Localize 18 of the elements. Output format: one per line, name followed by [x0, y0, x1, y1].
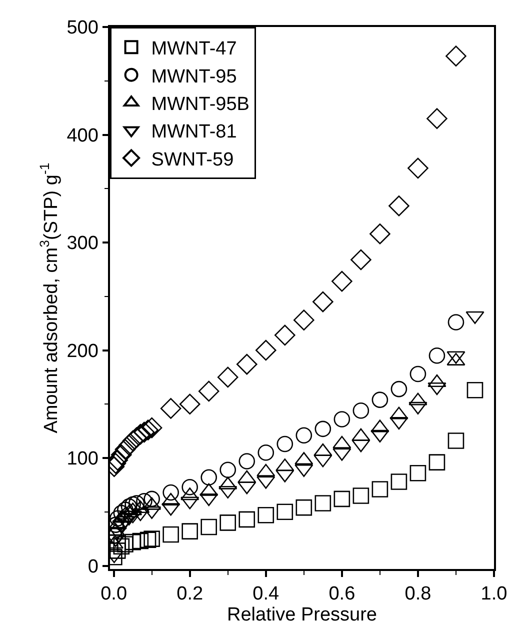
x-tick-label: 0.0 [100, 584, 128, 605]
y-tick-label: 400 [66, 125, 98, 146]
legend-label: SWNT-59 [151, 149, 234, 170]
x-tick-label: 0.4 [252, 584, 280, 605]
y-tick-label: 0 [88, 556, 98, 578]
legend-label: MWNT-95 [151, 66, 237, 88]
y-tick-label: 100 [66, 448, 98, 470]
legend-label: MWNT-81 [151, 122, 237, 143]
x-tick-label: 0.2 [176, 584, 204, 605]
x-tick-label: 0.8 [404, 584, 432, 605]
y-tick-label: 200 [66, 340, 98, 362]
x-tick-label: 1.0 [480, 584, 508, 605]
x-tick-label: 0.6 [328, 584, 356, 605]
y-tick-label: 500 [66, 18, 98, 39]
x-axis-title: Relative Pressure [227, 604, 377, 626]
y-tick-label: 300 [66, 233, 98, 254]
legend-label: MWNT-47 [151, 38, 237, 60]
legend-label: MWNT-95B [151, 94, 250, 115]
